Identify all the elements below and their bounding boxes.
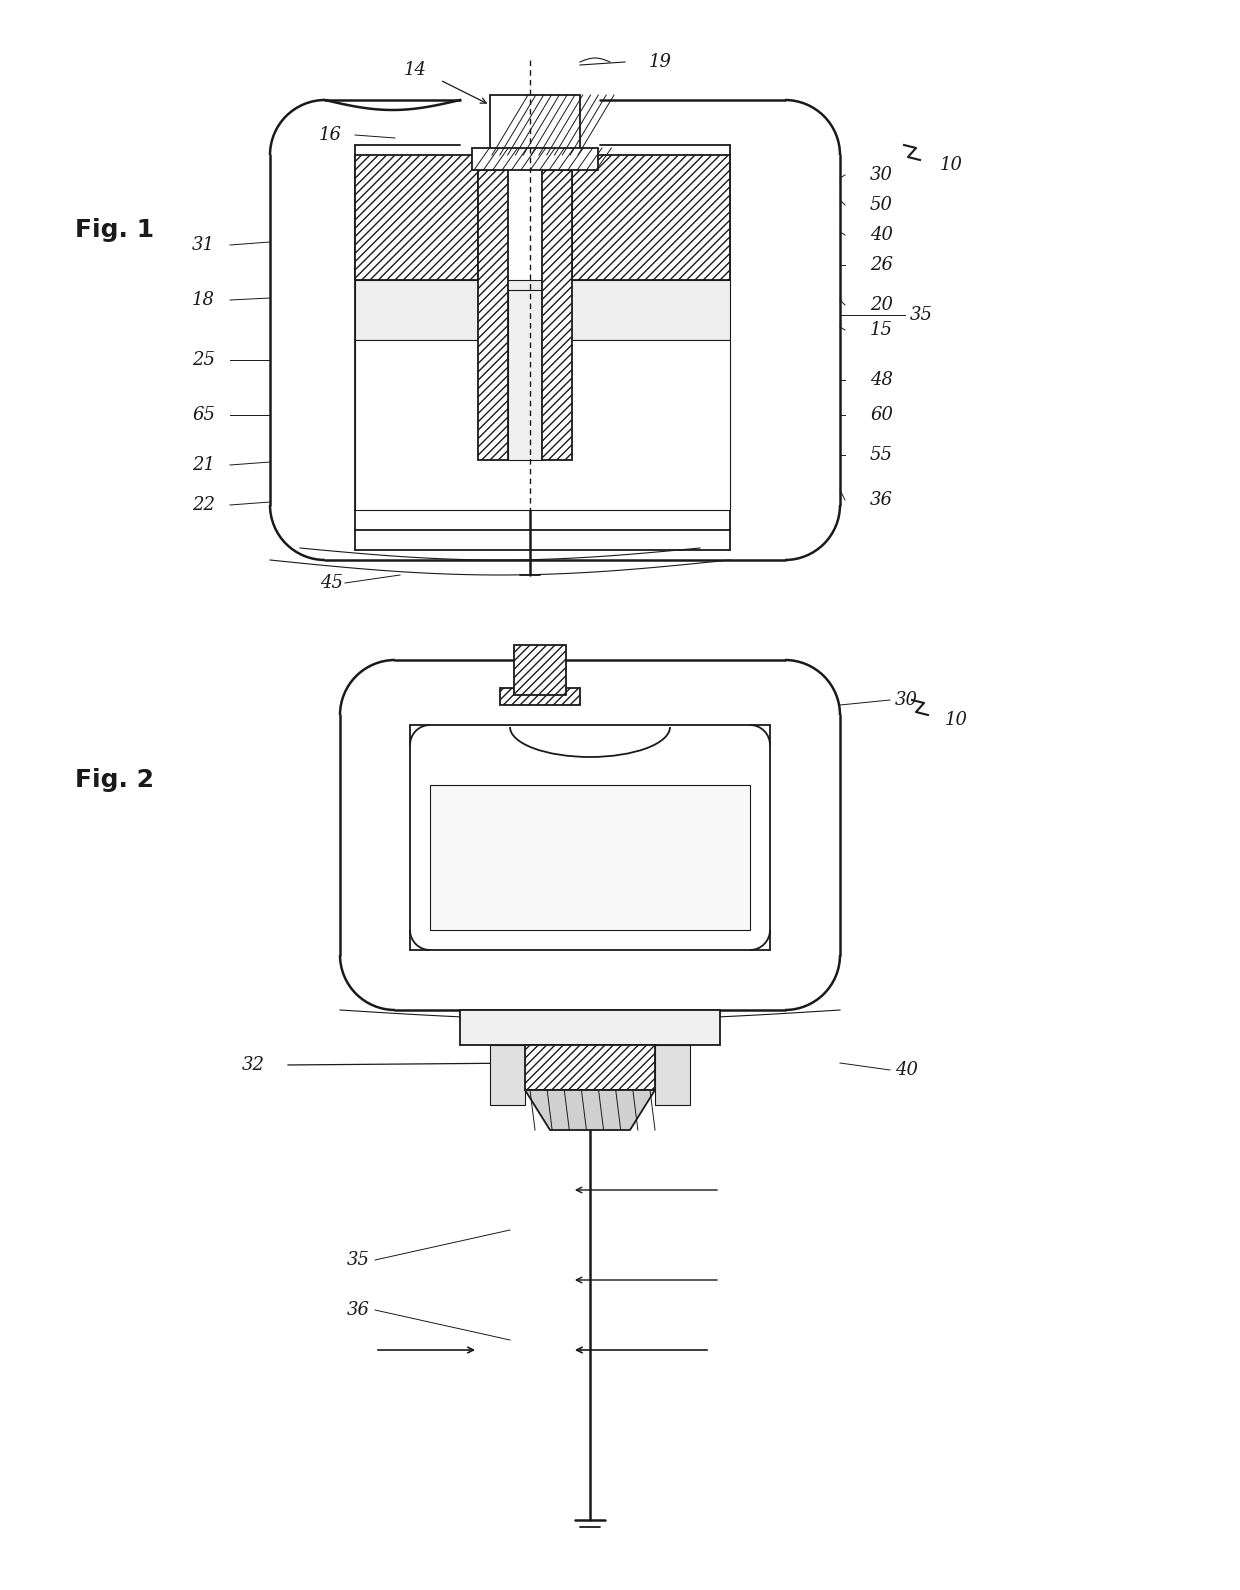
Polygon shape	[477, 170, 508, 460]
Polygon shape	[430, 785, 750, 930]
Polygon shape	[500, 688, 580, 704]
Polygon shape	[542, 170, 572, 460]
Polygon shape	[490, 95, 580, 154]
Text: 10: 10	[940, 156, 963, 173]
Text: 10: 10	[945, 711, 968, 728]
Polygon shape	[508, 289, 542, 460]
Text: 22: 22	[192, 496, 215, 514]
Text: 35: 35	[910, 305, 932, 324]
Text: 35: 35	[347, 1251, 370, 1269]
Text: Fig. 2: Fig. 2	[74, 768, 154, 792]
Text: 30: 30	[870, 165, 893, 184]
Text: 25: 25	[192, 351, 215, 369]
Text: 18: 18	[192, 291, 215, 308]
Polygon shape	[490, 1045, 525, 1105]
Text: 55: 55	[870, 447, 893, 464]
Text: Fig. 1: Fig. 1	[74, 218, 154, 242]
Text: 45: 45	[320, 574, 343, 591]
Text: 40: 40	[870, 226, 893, 243]
Text: 60: 60	[870, 405, 893, 425]
Polygon shape	[472, 148, 598, 170]
Text: 26: 26	[870, 256, 893, 273]
Text: 32: 32	[242, 1056, 265, 1073]
Polygon shape	[515, 646, 565, 695]
Text: 14: 14	[403, 60, 427, 80]
Text: 65: 65	[192, 405, 215, 425]
Polygon shape	[355, 280, 730, 340]
Polygon shape	[355, 154, 477, 280]
Text: 31: 31	[192, 235, 215, 254]
Polygon shape	[525, 1045, 655, 1091]
Polygon shape	[355, 340, 730, 510]
Text: 36: 36	[347, 1301, 370, 1320]
Text: 30: 30	[895, 692, 918, 709]
Polygon shape	[572, 154, 730, 280]
Polygon shape	[525, 1091, 655, 1130]
Text: 48: 48	[870, 370, 893, 390]
Text: 21: 21	[192, 456, 215, 474]
Text: 20: 20	[870, 296, 893, 313]
Text: 50: 50	[870, 196, 893, 215]
Text: 19: 19	[649, 52, 672, 72]
Polygon shape	[460, 1010, 720, 1045]
Polygon shape	[655, 1045, 689, 1105]
Text: 40: 40	[895, 1061, 918, 1080]
Text: 15: 15	[870, 321, 893, 339]
Text: 16: 16	[319, 126, 341, 145]
Text: 36: 36	[870, 491, 893, 509]
